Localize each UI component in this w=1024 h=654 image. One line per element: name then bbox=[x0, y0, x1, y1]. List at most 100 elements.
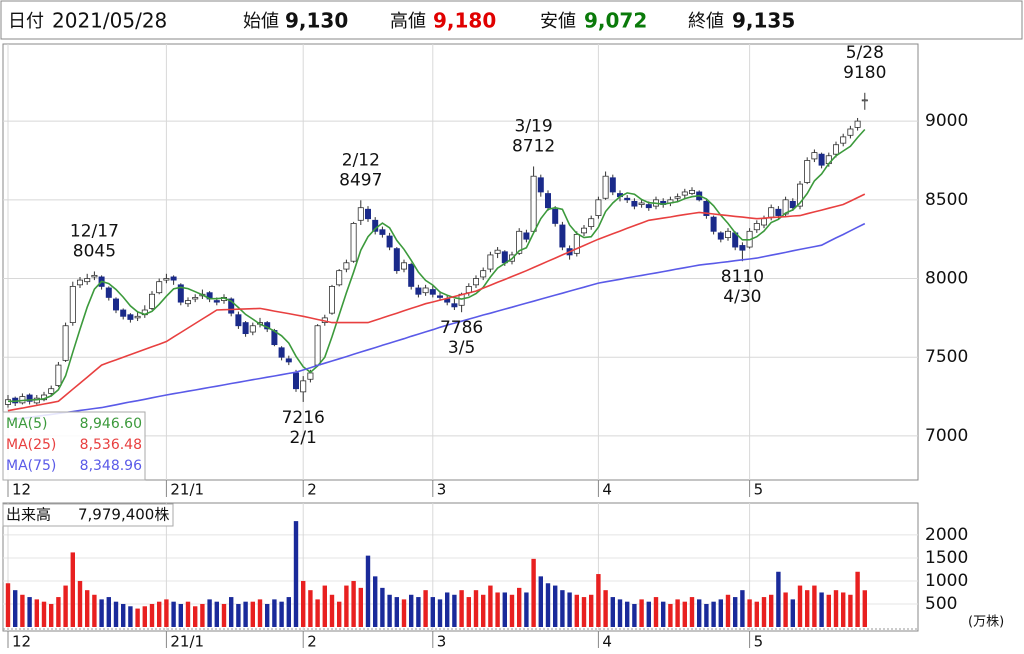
volume-bar bbox=[610, 597, 615, 627]
volume-bar bbox=[13, 590, 18, 627]
volume-bar bbox=[711, 601, 716, 627]
candle-body bbox=[710, 216, 717, 232]
candle-body bbox=[725, 230, 732, 239]
annotation-value: 8497 bbox=[339, 170, 382, 190]
date: 2021/05/28 bbox=[52, 9, 167, 33]
candle-body bbox=[833, 144, 840, 155]
volume-bar bbox=[704, 603, 709, 627]
volume-bar bbox=[257, 599, 263, 627]
candle-body bbox=[213, 300, 220, 303]
x-tick-label: 3 bbox=[437, 633, 447, 651]
close: 9,135 bbox=[732, 9, 795, 33]
y-tick-label: 1000 bbox=[925, 571, 968, 591]
volume-bar bbox=[797, 585, 803, 627]
candle-body bbox=[717, 232, 724, 240]
candle-body bbox=[364, 208, 371, 220]
candle-body bbox=[91, 274, 98, 278]
open: 9,130 bbox=[285, 9, 348, 33]
legend-value: 8,536.48 bbox=[80, 437, 142, 453]
candle-body bbox=[818, 153, 825, 166]
candle-body bbox=[26, 394, 33, 402]
legend-name: MA(5) bbox=[6, 416, 48, 432]
candle-body bbox=[184, 300, 191, 305]
ma-line bbox=[8, 128, 866, 403]
volume-bar bbox=[70, 552, 75, 627]
volume-bar bbox=[589, 594, 594, 627]
volume-bar bbox=[833, 590, 839, 627]
volume-frame bbox=[2, 502, 919, 632]
volume-bar bbox=[437, 599, 443, 627]
volume-bar bbox=[301, 580, 306, 627]
volume-bar bbox=[229, 597, 234, 627]
volume-bar bbox=[790, 599, 795, 627]
volume-bar bbox=[164, 599, 169, 627]
candle-body bbox=[761, 218, 768, 226]
volume-bar bbox=[272, 599, 277, 627]
candle-body bbox=[84, 278, 91, 283]
candle-body bbox=[134, 315, 141, 319]
volume-bar bbox=[754, 601, 759, 627]
volume-bar bbox=[135, 608, 140, 627]
volume-bar bbox=[862, 590, 867, 627]
volume-total: 7,979,400株 bbox=[78, 506, 169, 524]
candle-body bbox=[336, 270, 343, 286]
candle-body bbox=[235, 314, 242, 327]
volume-bar bbox=[653, 597, 659, 627]
candle-body bbox=[148, 293, 155, 309]
candle-body bbox=[249, 325, 256, 333]
y-tick-label: 8000 bbox=[925, 269, 968, 289]
candle-body bbox=[552, 208, 559, 224]
candle-body bbox=[581, 227, 588, 234]
volume-bar bbox=[495, 592, 500, 627]
volume-bar bbox=[293, 521, 299, 627]
candle-body bbox=[861, 99, 868, 102]
volume-bar bbox=[855, 571, 860, 627]
x-tick-label: 12 bbox=[12, 633, 31, 651]
annotation-value: 8110 bbox=[721, 267, 764, 287]
volume-bar bbox=[77, 580, 83, 627]
candle-body bbox=[523, 232, 530, 240]
volume-bar bbox=[416, 597, 421, 627]
candle-body bbox=[328, 285, 335, 314]
volume-bar bbox=[286, 597, 291, 627]
candle-body bbox=[631, 201, 638, 207]
x-tick-label: 4 bbox=[602, 481, 612, 499]
ma-line bbox=[7, 193, 866, 412]
date-label: 日付 bbox=[8, 11, 44, 32]
volume-bar bbox=[121, 603, 126, 627]
candle-body bbox=[753, 223, 760, 231]
volume-bar bbox=[769, 594, 774, 627]
annotation-value: 7216 bbox=[282, 408, 325, 428]
candle-body bbox=[501, 251, 508, 264]
volume-bar bbox=[697, 599, 702, 627]
volume-bar bbox=[236, 603, 241, 627]
candle-body bbox=[400, 262, 407, 270]
volume-bar bbox=[351, 580, 356, 627]
volume-bar bbox=[265, 603, 270, 627]
x-tick-label: 4 bbox=[602, 633, 612, 651]
annotation-date: 5/28 bbox=[846, 43, 884, 63]
volume-bar bbox=[740, 590, 745, 627]
x-tick-label: 2 bbox=[307, 633, 317, 651]
volume-bar bbox=[394, 597, 399, 627]
candle-body bbox=[127, 314, 134, 320]
candle-body bbox=[436, 295, 443, 298]
volume-bar bbox=[41, 601, 47, 627]
volume-bar bbox=[481, 594, 486, 627]
open-label: 始値 bbox=[243, 11, 279, 32]
volume-bar bbox=[56, 597, 61, 627]
y-tick-label: 7500 bbox=[925, 347, 968, 367]
candle-body bbox=[789, 201, 796, 209]
volume-bar bbox=[358, 587, 363, 627]
volume-bar bbox=[387, 594, 392, 627]
candle-body bbox=[537, 177, 544, 193]
volume-bar bbox=[193, 606, 198, 627]
annotation-date: 12/17 bbox=[70, 221, 119, 241]
volume-bar bbox=[207, 599, 212, 627]
x-tick-label: 21/1 bbox=[170, 481, 204, 499]
volume-bar bbox=[113, 601, 119, 627]
legend-value: 8,348.96 bbox=[80, 458, 142, 474]
volume-bar bbox=[200, 603, 205, 627]
volume-bar bbox=[157, 601, 162, 627]
volume-bar bbox=[668, 603, 673, 627]
